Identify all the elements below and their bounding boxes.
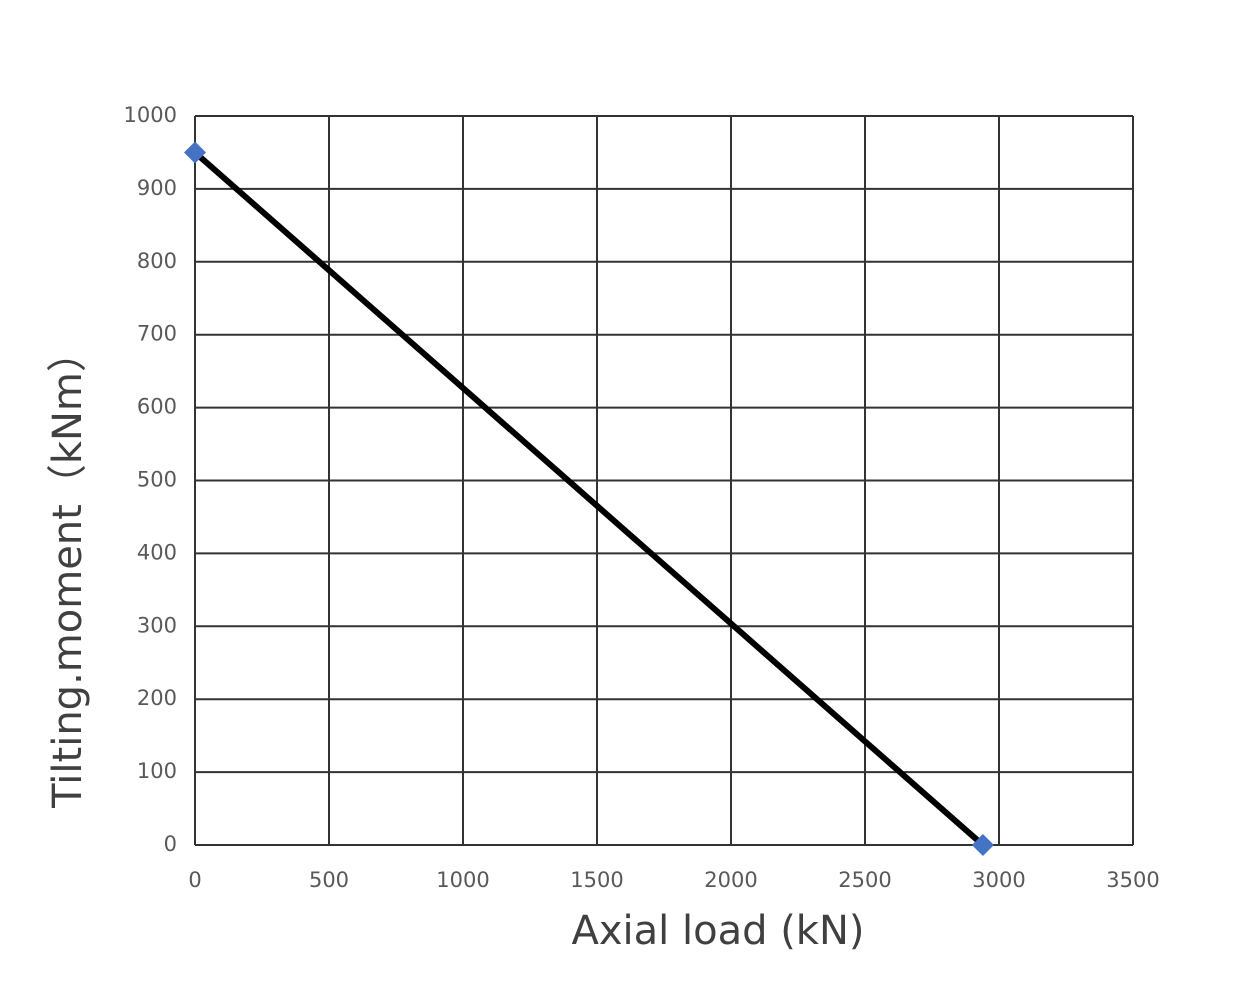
x-tick-label: 2500 [838,868,891,892]
y-axis-title: Tilting.moment（kNm） [45,332,91,809]
y-tick-label: 0 [164,832,177,856]
x-tick-label: 1500 [570,868,623,892]
x-axis-title: Axial load (kN) [572,908,865,954]
y-tick-label: 300 [137,613,177,637]
x-tick-label: 3500 [1106,868,1159,892]
y-tick-label: 700 [137,322,177,346]
data-point [971,834,994,856]
x-tick-label: 1000 [436,868,489,892]
y-tick-label: 800 [137,249,177,273]
data-point [184,141,206,164]
y-tick-label: 1000 [124,103,177,127]
y-tick-label: 900 [137,176,177,200]
y-tick-label: 100 [137,759,177,783]
y-tick-label: 600 [137,395,177,419]
y-tick-label: 400 [137,540,177,564]
x-tick-label: 0 [188,868,201,892]
data-line [193,150,985,848]
x-tick-label: 3000 [972,868,1025,892]
y-tick-label: 500 [137,468,177,492]
x-tick-label: 2000 [704,868,757,892]
y-tick-label: 200 [137,686,177,710]
x-tick-label: 500 [309,868,349,892]
